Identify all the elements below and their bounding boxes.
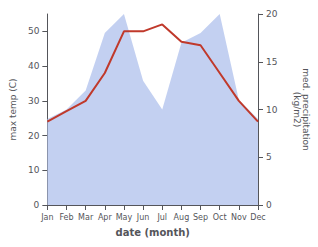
svg-text:0: 0: [266, 200, 272, 210]
svg-text:max temp (C): max temp (C): [8, 78, 18, 140]
svg-text:Sep: Sep: [193, 213, 208, 222]
svg-text:Jul: Jul: [156, 213, 167, 222]
svg-text:med. precipitation: med. precipitation: [300, 68, 311, 151]
svg-text:Jun: Jun: [136, 213, 150, 222]
svg-text:20: 20: [28, 131, 40, 141]
svg-text:Feb: Feb: [59, 213, 73, 222]
svg-text:0: 0: [34, 200, 40, 210]
svg-text:10: 10: [28, 165, 40, 175]
svg-text:5: 5: [266, 152, 272, 162]
svg-text:10: 10: [266, 105, 278, 115]
svg-text:15: 15: [266, 57, 277, 67]
svg-text:date (month): date (month): [115, 227, 189, 238]
svg-text:Dec: Dec: [250, 213, 265, 222]
svg-text:(kg/m2): (kg/m2): [292, 92, 302, 127]
svg-text:Jan: Jan: [40, 213, 53, 222]
svg-text:40: 40: [28, 61, 40, 71]
svg-text:May: May: [116, 213, 133, 222]
svg-text:50: 50: [28, 26, 40, 36]
svg-text:Nov: Nov: [231, 213, 247, 222]
svg-text:Oct: Oct: [213, 213, 227, 222]
svg-text:30: 30: [28, 96, 40, 106]
svg-text:20: 20: [266, 9, 278, 19]
svg-text:Mar: Mar: [78, 213, 94, 222]
svg-text:Apr: Apr: [98, 213, 113, 222]
svg-text:Aug: Aug: [174, 213, 190, 222]
